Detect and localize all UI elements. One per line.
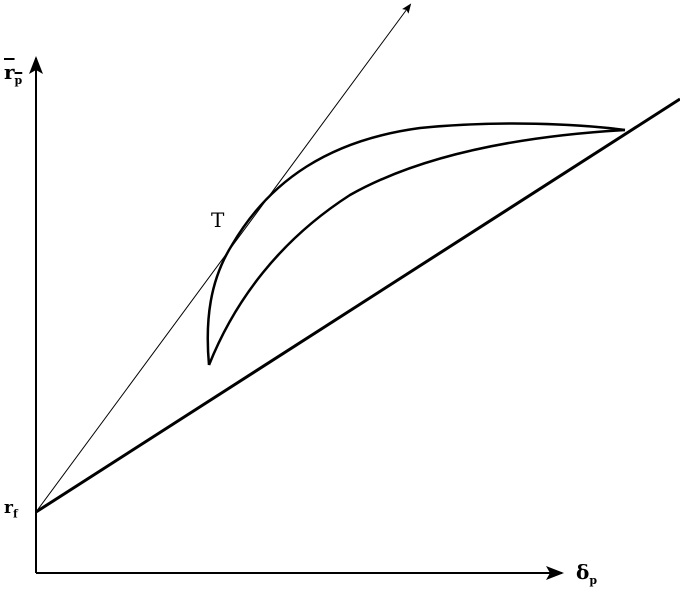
y-axis-label: rp: [4, 60, 23, 87]
risk-free-rate-label: rf: [4, 498, 18, 521]
capital-market-line: [35, 97, 680, 514]
x-axis-label: δp: [576, 560, 598, 587]
tangent-line: [35, 3, 412, 513]
frontier-lower-boundary: [207, 128, 626, 366]
efficient-frontier-upper: [206, 122, 626, 366]
tangent-point-label: T: [211, 208, 225, 232]
